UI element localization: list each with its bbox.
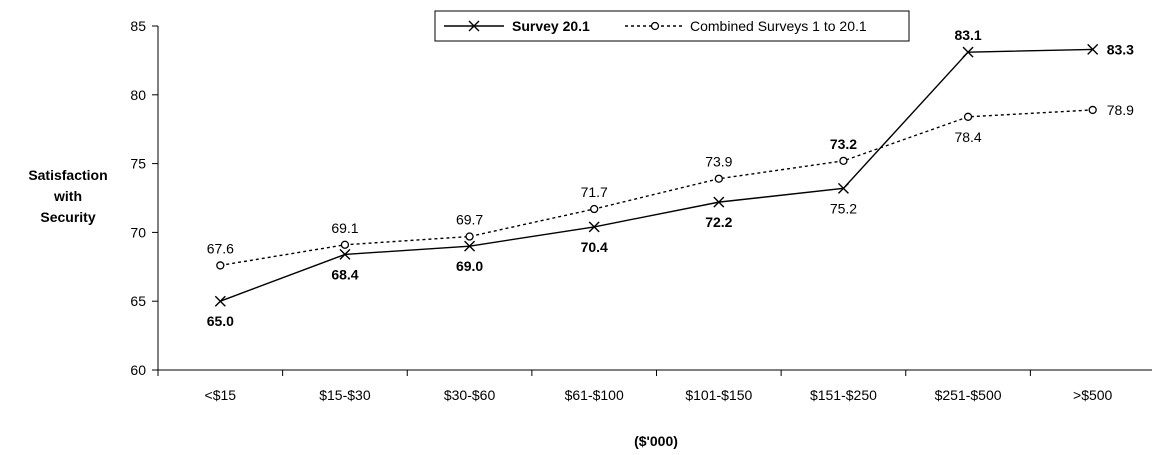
data-point-circle: [340, 240, 350, 249]
data-label: 71.7: [581, 184, 608, 200]
x-tick-label: $101-$150: [685, 387, 752, 403]
data-label: 78.9: [1107, 102, 1134, 118]
data-point-x: [837, 182, 849, 194]
x-axis-title: ($'000): [634, 433, 678, 449]
data-label: 73.2: [830, 136, 857, 152]
data-point-x: [214, 295, 226, 307]
data-label: 78.4: [954, 129, 981, 145]
data-point-x: [588, 221, 600, 233]
data-point-x: [1087, 43, 1099, 55]
y-axis: 60 65 70 75 80 85: [130, 18, 159, 378]
data-label: 69.0: [456, 258, 483, 274]
y-axis-title-line: with: [53, 188, 82, 204]
series-line: [220, 48, 1093, 302]
data-point-x: [962, 46, 974, 58]
data-point-circle: [216, 261, 225, 270]
data-point-circle: [1088, 105, 1097, 115]
data-point-x: [464, 240, 476, 252]
data-point-circle: [963, 112, 973, 121]
data-point-circle: [590, 204, 599, 214]
data-label: 73.9: [705, 154, 732, 170]
legend-label: Combined Surveys 1 to 20.1: [690, 18, 867, 34]
data-label: 65.0: [207, 313, 234, 329]
data-label: 69.7: [456, 212, 483, 228]
data-point-circle: [465, 232, 474, 241]
data-point-x: [713, 196, 725, 208]
data-label: 68.4: [331, 266, 358, 282]
data-label: 83.1: [954, 27, 981, 43]
legend: Survey 20.1 Combined Surveys 1 to 20.1: [434, 10, 910, 42]
data-label: 72.2: [705, 214, 732, 230]
x-tick-label: $15-$30: [319, 387, 371, 403]
data-point-circle: [839, 156, 848, 165]
data-label: 83.3: [1107, 41, 1134, 57]
y-axis-title: Satisfaction with Security: [28, 167, 107, 225]
y-tick-label: 70: [130, 224, 146, 240]
data-label: 70.4: [581, 239, 608, 255]
x-axis: <$15 $15-$30 $30-$60 $61-$100 $101-$150 $151-…: [157, 369, 1152, 403]
y-tick-label: 75: [130, 156, 146, 172]
y-axis-title-line: Satisfaction: [28, 167, 107, 183]
legend-marker-circle: [650, 21, 660, 31]
legend-box: [434, 10, 910, 42]
data-point-x: [339, 248, 351, 260]
series-2: 67.6 69.1 69.7 71.7 73.9 73.2 78.4 78.9: [207, 102, 1134, 270]
x-tick-label: $151-$250: [810, 387, 877, 403]
legend-marker-x: [468, 20, 480, 32]
legend-label: Survey 20.1: [512, 18, 590, 34]
x-tick-label: >$500: [1073, 387, 1113, 403]
data-label: 75.2: [830, 200, 857, 216]
y-tick-label: 65: [130, 293, 146, 309]
y-tick-label: 60: [130, 362, 146, 378]
y-axis-title-line: Security: [40, 209, 95, 225]
series-layer: 65.0 68.4 69.0 70.4 72.2 75.2 83.1 83.3 67.6 69.1…: [207, 27, 1134, 329]
data-point-circle: [714, 174, 723, 183]
x-tick-label: $61-$100: [565, 387, 624, 403]
x-tick-label: <$15: [205, 387, 237, 403]
y-tick-label: 80: [130, 87, 146, 103]
x-tick-label: $30-$60: [444, 387, 496, 403]
data-label: 69.1: [331, 220, 358, 236]
series-1: 65.0 68.4 69.0 70.4 72.2 75.2 83.1 83.3: [207, 27, 1134, 329]
x-tick-label: $251-$500: [935, 387, 1002, 403]
data-label: 67.6: [207, 240, 234, 256]
y-tick-label: 85: [130, 18, 146, 34]
